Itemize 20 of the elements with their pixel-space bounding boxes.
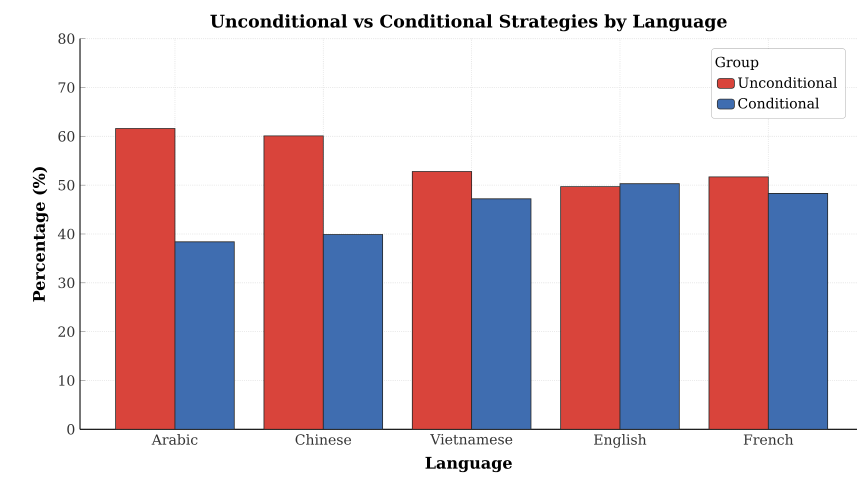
x-tick-label: Vietnamese (430, 434, 512, 445)
y-tick-label: 40 (58, 228, 74, 240)
y-tick-label: 50 (58, 180, 74, 190)
x-axis-title: Language (426, 456, 512, 472)
y-tick-label: 30 (58, 278, 74, 288)
chart-title: Unconditional vs Conditional Strategies by Language (210, 14, 727, 32)
legend-title: Group (716, 56, 758, 70)
y-tick-label: 70 (58, 82, 74, 93)
x-tick-label: Chinese (296, 434, 352, 445)
legend-label: Unconditional (738, 77, 837, 88)
y-tick-label: 10 (59, 375, 74, 386)
x-tick-label: French (744, 434, 794, 445)
y-tick-label: 80 (58, 33, 74, 44)
y-axis-title: Percentage (%) (32, 167, 48, 302)
x-tick-label: English (594, 434, 646, 448)
x-tick-label: Arabic (152, 434, 198, 445)
y-tick-label: 60 (58, 131, 74, 142)
legend-label: Conditional (738, 98, 820, 109)
y-tick-label: 20 (58, 326, 74, 337)
y-tick-label: 0 (67, 424, 74, 435)
